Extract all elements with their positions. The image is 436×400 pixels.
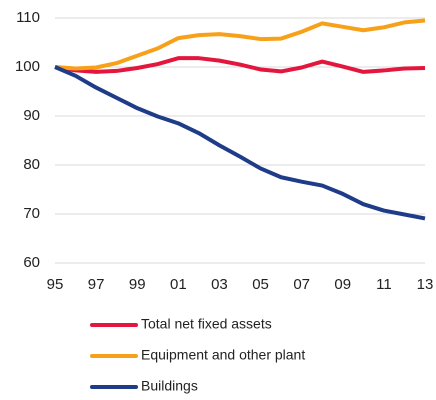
y-tick-label: 80 <box>23 156 40 173</box>
x-tick-label: 01 <box>170 276 187 293</box>
x-tick-label: 05 <box>252 276 269 293</box>
x-tick-label: 99 <box>129 276 146 293</box>
y-tick-label: 100 <box>15 58 40 75</box>
x-tick-label: 95 <box>47 276 64 293</box>
x-tick-label: 11 <box>376 276 392 293</box>
series-line <box>54 65 426 221</box>
x-tick-label: 09 <box>334 276 351 293</box>
series-line <box>54 56 426 74</box>
y-tick-label: 70 <box>23 205 40 222</box>
legend-label: Total net fixed assets <box>141 316 272 332</box>
y-tick-label: 60 <box>23 254 40 271</box>
x-tick-label: 13 <box>417 276 434 293</box>
y-tick-label: 90 <box>23 107 40 124</box>
legend-label: Buildings <box>141 378 198 394</box>
y-tick-label: 110 <box>16 9 40 26</box>
series-line <box>54 18 426 71</box>
x-tick-label: 97 <box>88 276 105 293</box>
x-tick-label: 07 <box>293 276 310 293</box>
x-tick-label: 03 <box>211 276 228 293</box>
legend-label: Equipment and other plant <box>141 347 305 363</box>
